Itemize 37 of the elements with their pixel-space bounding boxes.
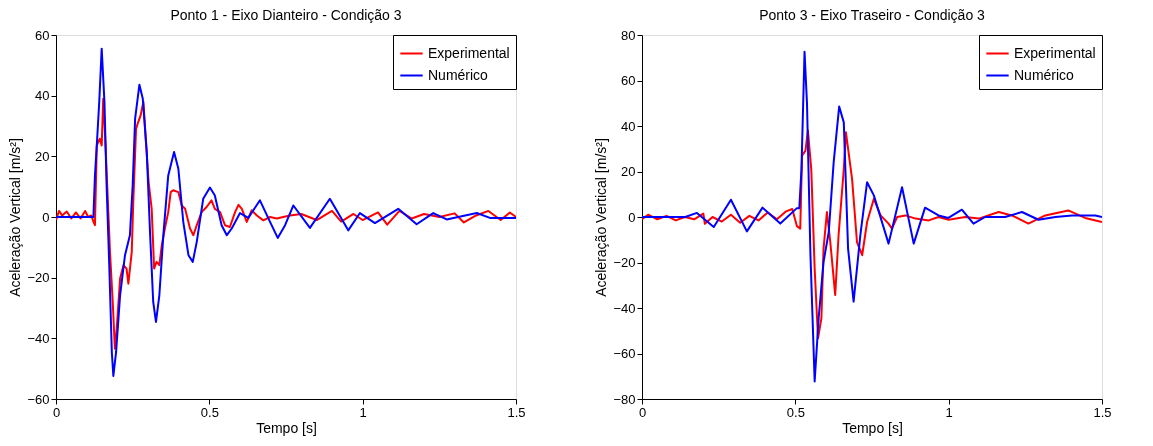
x-tick-label: 1 [359,404,367,420]
line-series [642,129,1102,340]
y-tick-label: 20 [35,148,50,164]
x-tick-label: 0.5 [200,404,219,420]
y-tick-label: −60 [613,346,636,361]
y-tick-label: −40 [613,300,636,316]
x-tick-label: 1.5 [507,404,526,420]
x-tick-label: 0 [638,404,647,420]
line-series [56,97,516,350]
x-axis-title: Tempo [s] [256,419,317,436]
y-tick-label: 60 [621,73,636,88]
y-tick-label: −20 [613,255,636,270]
y-axis-title: Aceleração Vertical [m/s²] [593,138,610,297]
x-tick-label: 1.5 [1093,404,1112,420]
x-tick-label: 0 [52,404,61,420]
y-tick-label: −60 [27,391,50,407]
y-tick-label: −20 [27,270,50,286]
y-tick-label: −80 [613,391,636,407]
y-tick-label: −40 [27,330,50,346]
y-axis-title: Aceleração Vertical [m/s²] [7,138,24,297]
y-tick-label: 0 [628,209,636,225]
x-tick-label: 1 [945,404,953,420]
legend-label: Numérico [428,66,489,83]
x-axis-title: Tempo [s] [842,419,903,436]
chart-title: Ponto 3 - Eixo Traseiro - Condição 3 [759,7,986,23]
legend-label: Experimental [428,44,510,61]
y-tick-label: 60 [35,27,50,43]
y-tick-label: 40 [35,88,50,104]
line-series [56,47,516,377]
y-tick-label: 0 [42,209,50,225]
y-tick-label: 20 [621,164,636,179]
chart-title: Ponto 1 - Eixo Dianteiro - Condição 3 [170,7,402,23]
legend-label: Experimental [1014,44,1096,61]
legend-label: Numérico [1014,66,1075,83]
y-tick-label: 40 [621,118,636,134]
x-tick-label: 0.5 [786,404,805,420]
y-tick-label: 80 [621,27,636,43]
